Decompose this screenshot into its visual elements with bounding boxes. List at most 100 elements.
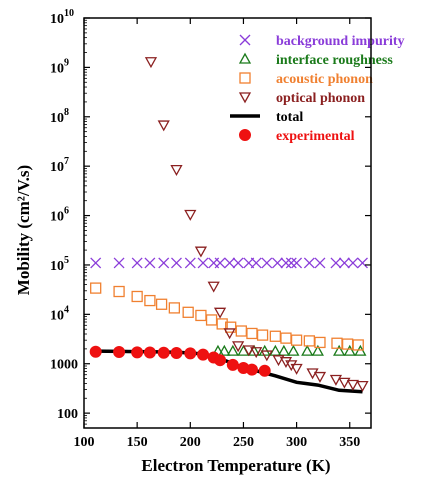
data-point-experimental bbox=[245, 363, 258, 376]
data-point-background-impurity bbox=[250, 257, 262, 269]
marker-stroke bbox=[271, 257, 283, 269]
data-point-background-impurity bbox=[314, 257, 326, 269]
marker-stroke bbox=[197, 257, 209, 269]
data-point-acoustic-phonon bbox=[90, 282, 102, 294]
chart-marks bbox=[89, 57, 369, 394]
y-tick-exponent: 4 bbox=[64, 304, 69, 315]
y-tick-exponent: 5 bbox=[64, 255, 69, 266]
y-tick-label: 10 bbox=[50, 61, 64, 76]
marker-stroke bbox=[347, 257, 359, 269]
data-point-background-impurity bbox=[280, 257, 292, 269]
legend-label-experimental: experimental bbox=[276, 129, 355, 144]
y-tick-label: 10 bbox=[50, 308, 64, 323]
data-point-background-impurity bbox=[357, 257, 368, 269]
data-point-acoustic-phonon bbox=[113, 285, 125, 298]
data-point-experimental bbox=[131, 346, 144, 359]
data-point-acoustic-phonon bbox=[290, 334, 303, 346]
data-point-acoustic-phonon bbox=[314, 336, 326, 349]
data-point-optical-phonon bbox=[144, 57, 158, 69]
data-point-background-impurity bbox=[330, 257, 342, 269]
marker-stroke bbox=[250, 257, 262, 269]
y-tick-exponent: 9 bbox=[64, 57, 69, 68]
x-tick-label: 100 bbox=[74, 435, 95, 450]
data-point-background-impurity bbox=[285, 257, 297, 269]
data-point-acoustic-phonon bbox=[269, 330, 281, 342]
x-tick-label: 250 bbox=[233, 435, 254, 450]
data-point-background-impurity bbox=[224, 257, 236, 269]
data-point-interface-roughness bbox=[333, 344, 346, 356]
legend-marker-acoustic-phonon bbox=[239, 72, 251, 84]
data-point-optical-phonon bbox=[338, 377, 351, 389]
data-point-background-impurity bbox=[158, 257, 170, 269]
data-point-experimental bbox=[214, 354, 227, 367]
y-axis-title: Mobility (cm²/V.s) bbox=[14, 165, 33, 295]
data-point-acoustic-phonon bbox=[331, 337, 343, 349]
marker-stroke bbox=[338, 257, 350, 269]
data-point-background-impurity bbox=[197, 257, 209, 269]
data-point-background-impurity bbox=[347, 257, 359, 269]
data-point-experimental bbox=[170, 346, 183, 359]
data-point-experimental bbox=[184, 347, 197, 360]
y-tick-label: 10 bbox=[50, 111, 64, 126]
data-point-experimental bbox=[226, 358, 239, 371]
legend-label-total: total bbox=[276, 110, 303, 125]
data-point-background-impurity bbox=[171, 257, 182, 269]
data-point-acoustic-phonon bbox=[246, 327, 258, 340]
legend-marker-interface-roughness bbox=[238, 52, 252, 64]
data-point-experimental bbox=[113, 345, 126, 358]
data-point-acoustic-phonon bbox=[216, 318, 228, 330]
y-tick-exponent: 7 bbox=[64, 156, 69, 167]
marker-stroke bbox=[90, 257, 102, 269]
data-point-optical-phonon bbox=[170, 165, 183, 176]
y-tick-label: 100 bbox=[57, 407, 78, 422]
data-point-optical-phonon bbox=[290, 363, 303, 375]
data-point-interface-roughness bbox=[277, 344, 290, 356]
marker-stroke bbox=[158, 257, 170, 269]
marker-stroke bbox=[184, 257, 196, 269]
data-point-experimental bbox=[197, 348, 210, 361]
data-point-acoustic-phonon bbox=[168, 302, 181, 314]
legend-marker-optical-phonon bbox=[238, 92, 252, 104]
data-point-acoustic-phonon bbox=[280, 332, 292, 344]
data-point-interface-roughness bbox=[269, 344, 282, 356]
y-tick-label: 1000 bbox=[50, 358, 78, 373]
data-point-interface-roughness bbox=[226, 344, 239, 356]
data-point-acoustic-phonon bbox=[144, 294, 156, 307]
data-point-acoustic-phonon bbox=[352, 339, 364, 351]
y-tick-label: 10 bbox=[50, 210, 64, 225]
data-point-experimental bbox=[143, 346, 156, 359]
data-point-interface-roughness bbox=[354, 344, 367, 356]
data-point-background-impurity bbox=[90, 257, 102, 269]
data-point-optical-phonon bbox=[260, 350, 273, 362]
data-point-optical-phonon bbox=[313, 371, 327, 383]
marker-stroke bbox=[285, 257, 297, 269]
data-point-optical-phonon bbox=[213, 307, 227, 319]
marker-stroke bbox=[291, 257, 303, 269]
data-point-optical-phonon bbox=[272, 355, 285, 367]
marker-stroke bbox=[357, 257, 368, 269]
legend-label-optical-phonon: optical phonon bbox=[276, 91, 365, 106]
data-point-experimental bbox=[157, 346, 170, 359]
data-point-interface-roughness bbox=[301, 344, 314, 356]
data-point-background-impurity bbox=[338, 257, 350, 269]
x-tick-label: 300 bbox=[286, 435, 307, 450]
data-point-background-impurity bbox=[144, 257, 156, 269]
legend-label-background-impurity: background impurity bbox=[276, 34, 405, 49]
data-point-acoustic-phonon bbox=[182, 306, 194, 318]
data-point-background-impurity bbox=[113, 257, 125, 269]
data-point-optical-phonon bbox=[346, 379, 360, 391]
data-point-acoustic-phonon bbox=[303, 335, 315, 347]
chart-legend: background impurity interface roughness ac… bbox=[230, 34, 405, 144]
x-axis-title: Electron Temperature (K) bbox=[141, 456, 330, 475]
legend-label-interface-roughness: interface roughness bbox=[276, 53, 393, 68]
data-point-experimental bbox=[89, 345, 102, 358]
data-point-background-impurity bbox=[131, 257, 143, 269]
data-point-acoustic-phonon bbox=[256, 329, 269, 341]
marker-stroke bbox=[314, 257, 326, 269]
data-point-experimental bbox=[258, 364, 271, 377]
y-tick-label: 10 bbox=[50, 259, 64, 274]
data-point-background-impurity bbox=[214, 257, 226, 269]
y-tick-label: 10 bbox=[50, 12, 64, 27]
